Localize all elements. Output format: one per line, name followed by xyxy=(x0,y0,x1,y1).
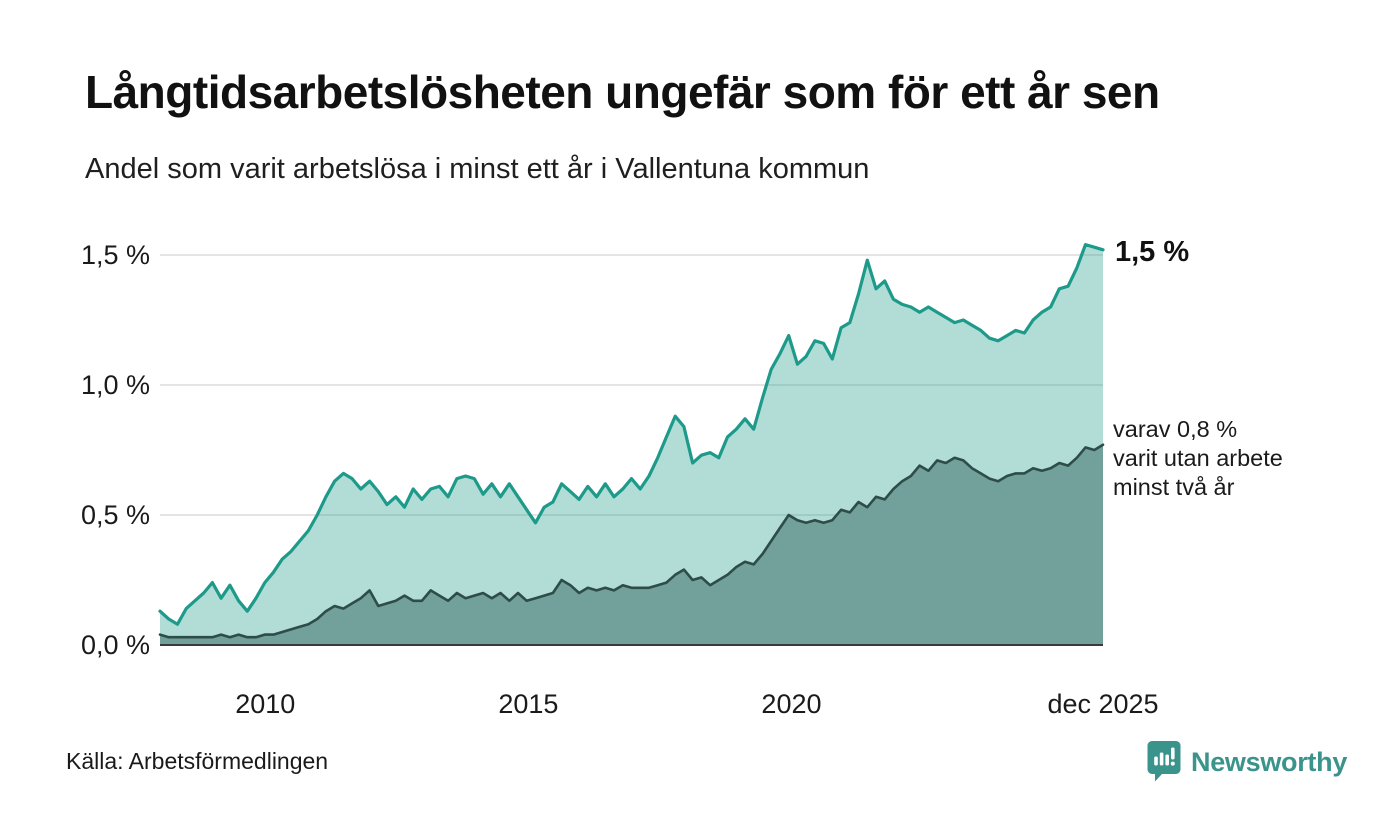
x-tick-label: 2020 xyxy=(761,689,822,719)
page-title: Långtidsarbetslösheten ungefär som för e… xyxy=(85,66,1160,118)
secondary-annotation-line-2: varit utan arbete xyxy=(1113,445,1283,471)
secondary-annotation-line-3: minst två år xyxy=(1113,474,1235,500)
logo-bubble-shape xyxy=(1147,741,1181,782)
source-credit: Källa: Arbetsförmedlingen xyxy=(66,748,329,774)
newsworthy-logo: Newsworthy xyxy=(1147,740,1347,788)
y-tick-label: 1,0 % xyxy=(80,370,150,400)
y-tick-label: 0,5 % xyxy=(80,500,150,530)
last-value-annotation: 1,5 % xyxy=(1115,236,1190,268)
secondary-series-annotation: varav 0,8 % varit utan arbete minst två … xyxy=(1113,415,1283,502)
x-tick-label: dec 2025 xyxy=(1047,689,1159,719)
secondary-annotation-line-1: varav 0,8 % xyxy=(1113,416,1238,442)
chart-subtitle: Andel som varit arbetslösa i minst ett å… xyxy=(85,153,870,185)
y-tick-label: 1,5 % xyxy=(80,240,150,270)
newsworthy-logo-icon xyxy=(1147,741,1181,782)
x-tick-label: 2010 xyxy=(235,689,296,719)
newsworthy-logo-text: Newsworthy xyxy=(1191,747,1348,777)
y-tick-label: 0,0 % xyxy=(80,630,150,660)
x-tick-label: 2015 xyxy=(498,689,559,719)
